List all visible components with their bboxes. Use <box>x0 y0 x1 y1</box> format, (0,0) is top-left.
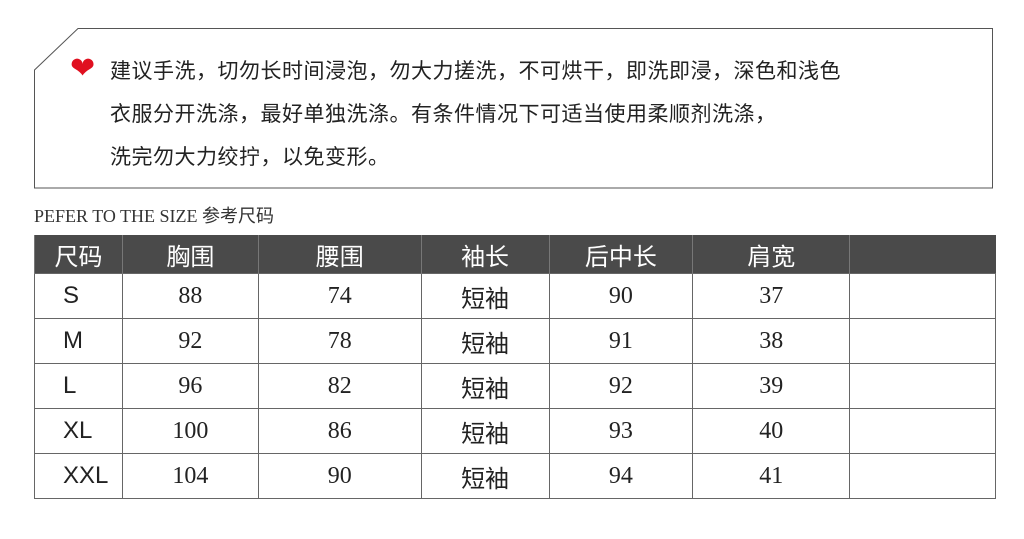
table-cell: 短袖 <box>420 273 550 319</box>
table-cell: 88 <box>121 273 259 319</box>
heart-icon: ❤ <box>70 51 96 86</box>
column-header: 尺码 <box>34 235 123 274</box>
care-note-line: 建议手洗，切勿长时间浸泡，勿大力搓洗，不可烘干，即洗即浸，深色和浅色 <box>110 59 841 83</box>
table-cell: 37 <box>692 273 851 319</box>
table-cell: 96 <box>121 363 259 409</box>
table-cell <box>849 273 996 319</box>
table-cell: 38 <box>692 318 851 364</box>
table-cell: 短袖 <box>420 408 550 454</box>
column-header: 腰围 <box>257 235 422 274</box>
table-cell: 91 <box>548 318 694 364</box>
table-row: S 88 74 短袖 90 37 <box>34 273 996 319</box>
table-cell: 90 <box>548 273 694 319</box>
table-cell: L <box>34 363 123 409</box>
column-header: 袖长 <box>420 235 549 274</box>
table-cell: M <box>34 318 123 364</box>
care-note-box: ❤ 建议手洗，切勿长时间浸泡，勿大力搓洗，不可烘干，即洗即浸，深色和浅色 衣服分… <box>34 28 993 189</box>
table-cell <box>849 453 996 499</box>
column-header <box>849 235 996 274</box>
table-cell: 92 <box>121 318 259 364</box>
table-cell: 41 <box>692 453 851 499</box>
table-row: XL 100 86 短袖 93 40 <box>34 408 996 454</box>
column-header: 后中长 <box>548 235 693 274</box>
note-border <box>34 28 993 189</box>
table-header-row: 尺码 胸围 腰围 袖长 后中长 肩宽 <box>34 235 996 274</box>
table-cell: 86 <box>257 408 422 454</box>
table-cell: 短袖 <box>420 363 550 409</box>
table-cell: S <box>34 273 123 319</box>
column-header: 肩宽 <box>692 235 850 274</box>
table-cell: 39 <box>692 363 851 409</box>
table-cell <box>849 408 996 454</box>
table-cell: 74 <box>257 273 422 319</box>
table-cell: 90 <box>257 453 422 499</box>
table-cell: XXL <box>34 453 123 499</box>
table-cell: 82 <box>257 363 422 409</box>
table-row: M 92 78 短袖 91 38 <box>34 318 996 364</box>
table-cell <box>849 318 996 364</box>
table-cell: XL <box>34 408 123 454</box>
table-cell: 短袖 <box>420 453 550 499</box>
table-cell: 94 <box>548 453 694 499</box>
table-cell: 78 <box>257 318 422 364</box>
table-cell: 104 <box>121 453 259 499</box>
care-note-line: 衣服分开洗涤，最好单独洗涤。有条件情况下可适当使用柔顺剂洗涤， <box>110 102 777 126</box>
table-cell: 100 <box>121 408 259 454</box>
table-cell: 40 <box>692 408 851 454</box>
table-cell: 93 <box>548 408 694 454</box>
size-table: 尺码 胸围 腰围 袖长 后中长 肩宽 S 88 74 短袖 90 37 M 92 78 短袖 91 38 L 96 8… <box>34 235 996 499</box>
care-note-line: 洗完勿大力绞拧，以免变形。 <box>110 145 390 169</box>
table-cell <box>849 363 996 409</box>
table-row: L 96 82 短袖 92 39 <box>34 363 996 409</box>
table-cell: 短袖 <box>420 318 550 364</box>
size-caption: PEFER TO THE SIZE 参考尺码 <box>34 206 275 226</box>
column-header: 胸围 <box>121 235 259 274</box>
table-row: XXL 104 90 短袖 94 41 <box>34 453 996 499</box>
table-cell: 92 <box>548 363 694 409</box>
